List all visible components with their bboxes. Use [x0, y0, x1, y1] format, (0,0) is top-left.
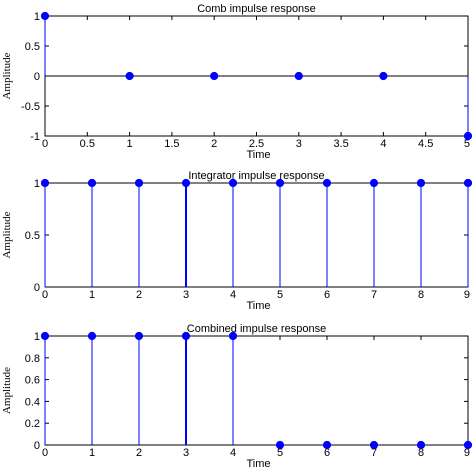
x-tick-label: 4: [230, 447, 236, 459]
stem-marker: [181, 178, 191, 188]
stem-marker: [275, 440, 285, 450]
stem-marker: [134, 178, 144, 188]
subplot-1: Comb impulse response 0 0.5 1 1.5 2 2.5 3 3.5 4 4.…: [1, 3, 473, 161]
stem-marker: [294, 71, 303, 81]
x-tick-label: 5: [464, 138, 470, 150]
stem-marker: [416, 178, 426, 188]
x-tick-label: 2: [136, 447, 142, 459]
x-tick-label: 1.5: [164, 138, 179, 150]
x-tick-label: 2: [211, 138, 217, 150]
y-tick-label: 1: [34, 11, 40, 23]
x-tick-label: 0: [42, 138, 48, 150]
stem-marker: [463, 131, 473, 141]
subplot-2: Integrator impulse response 0 1 2 3 4 5 6 7 8 9 0 0.…: [1, 170, 473, 312]
chart-title: Combined impulse response: [187, 323, 326, 335]
stem-marker: [463, 440, 473, 450]
y-axis-label: Amplitude: [1, 211, 13, 258]
x-tick-label: 1: [89, 289, 95, 301]
x-tick-label: 3: [296, 138, 302, 150]
stem-marker: [322, 440, 332, 450]
x-tick-label: 7: [371, 289, 377, 301]
stem-marker: [228, 331, 238, 341]
y-tick-label: -0.5: [21, 101, 40, 113]
stem-marker: [87, 178, 97, 188]
x-tick-label: 9: [464, 447, 470, 459]
x-tick-label: 4: [380, 138, 386, 150]
y-tick-label: 0.4: [25, 396, 40, 408]
stem-marker: [40, 178, 50, 188]
x-tick-label: 2: [136, 289, 142, 301]
stem-marker: [463, 178, 473, 188]
stem-marker: [125, 71, 134, 81]
x-tick-label: 1: [89, 447, 95, 459]
stem-marker: [369, 178, 379, 188]
x-tick-label: 8: [418, 447, 424, 459]
stem-marker: [369, 440, 379, 450]
axes-frame: [44, 335, 469, 446]
x-tick-label: 1: [127, 138, 133, 150]
y-tick-label: -1: [30, 131, 40, 143]
y-tick-label: 0.6: [25, 375, 40, 387]
y-tick-label: 1: [34, 178, 40, 190]
x-tick-label: 5: [277, 447, 283, 459]
subplot-3: Combined impulse response 0 1 2 3 4 5 6 7 8 9 0 0.2 0…: [1, 323, 473, 467]
stem-marker: [87, 331, 97, 341]
x-tick-label: 4.5: [418, 138, 433, 150]
x-tick-label: 3: [183, 289, 189, 301]
stem-marker: [181, 331, 191, 341]
x-tick-label: 9: [464, 289, 470, 301]
stem-marker: [275, 178, 285, 188]
chart-title: Comb impulse response: [197, 3, 316, 15]
y-tick-label: 0: [34, 282, 40, 294]
stem-marker: [228, 178, 238, 188]
x-tick-label: 3: [183, 447, 189, 459]
y-axis-label: Amplitude: [1, 367, 13, 414]
y-tick-label: 0: [34, 71, 40, 83]
stem-marker: [210, 71, 219, 81]
y-tick-label: 0: [34, 440, 40, 452]
stem-marker: [416, 440, 426, 450]
x-tick-label: 0: [42, 447, 48, 459]
stem-marker: [134, 331, 144, 341]
y-tick-label: 0.8: [25, 353, 40, 365]
x-tick-label: 3.5: [333, 138, 348, 150]
stem-marker: [40, 331, 50, 341]
x-tick-label: 0: [42, 289, 48, 301]
stem-marker: [40, 11, 50, 21]
y-tick-label: 0.2: [25, 418, 40, 430]
y-tick-label: 0.5: [25, 230, 40, 242]
x-tick-label: 5: [277, 289, 283, 301]
x-axis-label: Time: [246, 458, 270, 467]
stem-marker: [322, 178, 332, 188]
x-axis-label: Time: [246, 300, 270, 312]
x-tick-label: 7: [371, 447, 377, 459]
x-tick-label: 6: [324, 289, 330, 301]
y-axis-label: Amplitude: [1, 52, 13, 99]
chart-title: Integrator impulse response: [188, 170, 324, 182]
x-tick-label: 6: [324, 447, 330, 459]
stem-marker: [379, 71, 388, 81]
y-tick-label: 0.5: [25, 41, 40, 53]
x-tick-label: 4: [230, 289, 236, 301]
axes-frame: [44, 182, 469, 288]
x-tick-label: 2.5: [249, 138, 264, 150]
x-axis-label: Time: [246, 149, 270, 161]
x-tick-label: 0.5: [80, 138, 95, 150]
x-tick-label: 8: [418, 289, 424, 301]
y-tick-label: 1: [34, 331, 40, 343]
